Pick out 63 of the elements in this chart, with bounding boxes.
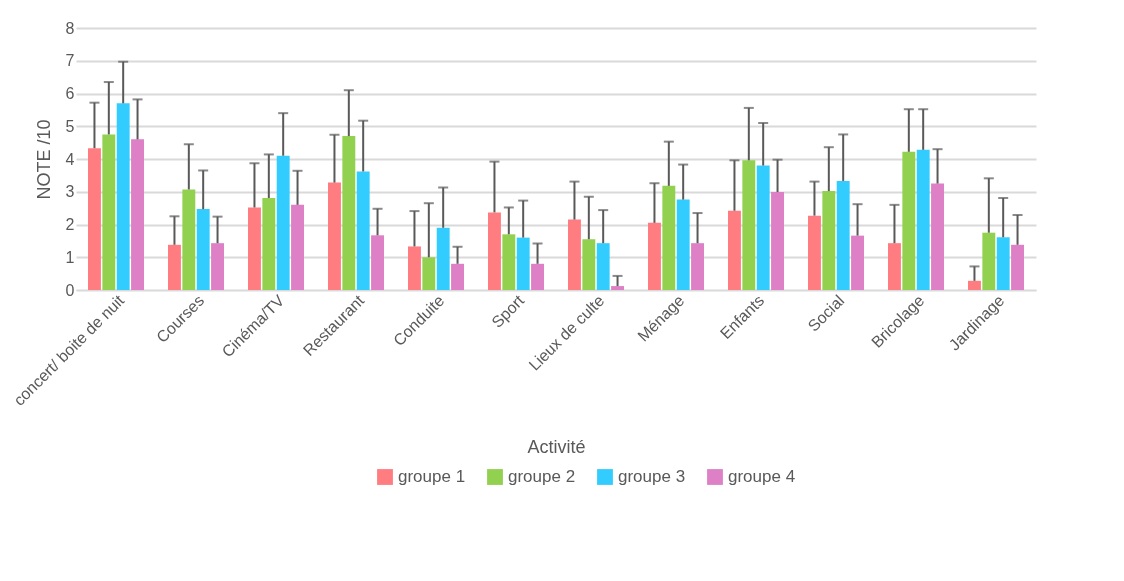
bar	[691, 243, 704, 290]
bar	[88, 148, 101, 290]
bar	[102, 134, 116, 290]
bar	[582, 239, 596, 290]
legend-label: groupe 3	[618, 467, 686, 486]
bar	[131, 139, 144, 290]
bar	[888, 243, 901, 290]
y-tick-label: 0	[65, 281, 75, 299]
bar	[596, 243, 610, 290]
x-axis-title: Activité	[527, 436, 586, 457]
y-tick-label: 1	[65, 248, 75, 266]
y-tick-label: 5	[65, 117, 75, 135]
bar	[916, 149, 930, 290]
bar	[436, 227, 450, 290]
bar	[996, 237, 1010, 290]
bar	[262, 197, 276, 290]
bar	[648, 222, 661, 290]
y-tick-label: 2	[65, 216, 75, 233]
bar	[808, 215, 821, 290]
y-tick-label: 6	[65, 85, 75, 102]
bar	[211, 243, 224, 290]
y-tick-label: 4	[65, 150, 75, 168]
bar	[356, 171, 370, 290]
bar	[422, 257, 436, 290]
bar	[851, 235, 864, 290]
bar	[168, 244, 181, 290]
bar	[1011, 244, 1024, 290]
legend-label: groupe 2	[508, 467, 576, 486]
bar	[291, 204, 304, 290]
bar	[276, 155, 290, 290]
y-tick-label: 7	[65, 52, 75, 70]
bar	[196, 209, 210, 290]
bar	[611, 286, 624, 290]
bar	[568, 219, 581, 290]
legend-label: groupe 4	[728, 467, 796, 486]
bar	[451, 263, 464, 290]
y-tick-label: 3	[65, 183, 75, 201]
bar	[248, 207, 261, 290]
bar	[371, 235, 384, 290]
bar	[902, 151, 916, 290]
bar	[328, 182, 341, 290]
bar	[342, 136, 356, 290]
bar	[728, 210, 741, 290]
bar	[502, 234, 516, 290]
bar	[982, 232, 996, 290]
bar	[516, 237, 530, 290]
bar	[836, 180, 850, 290]
legend-label: groupe 1	[398, 467, 466, 486]
y-tick-label: 8	[65, 19, 75, 37]
bar	[931, 183, 944, 290]
bar	[756, 165, 770, 290]
bar	[408, 246, 421, 290]
bar	[116, 103, 130, 290]
bar	[822, 191, 836, 290]
y-axis-title: NOTE /10	[33, 119, 54, 200]
bar	[742, 160, 756, 290]
bar	[531, 263, 544, 290]
bar	[676, 199, 690, 290]
bar	[488, 212, 501, 290]
bar	[182, 189, 196, 290]
bar	[771, 192, 784, 290]
bar	[968, 280, 981, 290]
bar	[662, 185, 676, 290]
